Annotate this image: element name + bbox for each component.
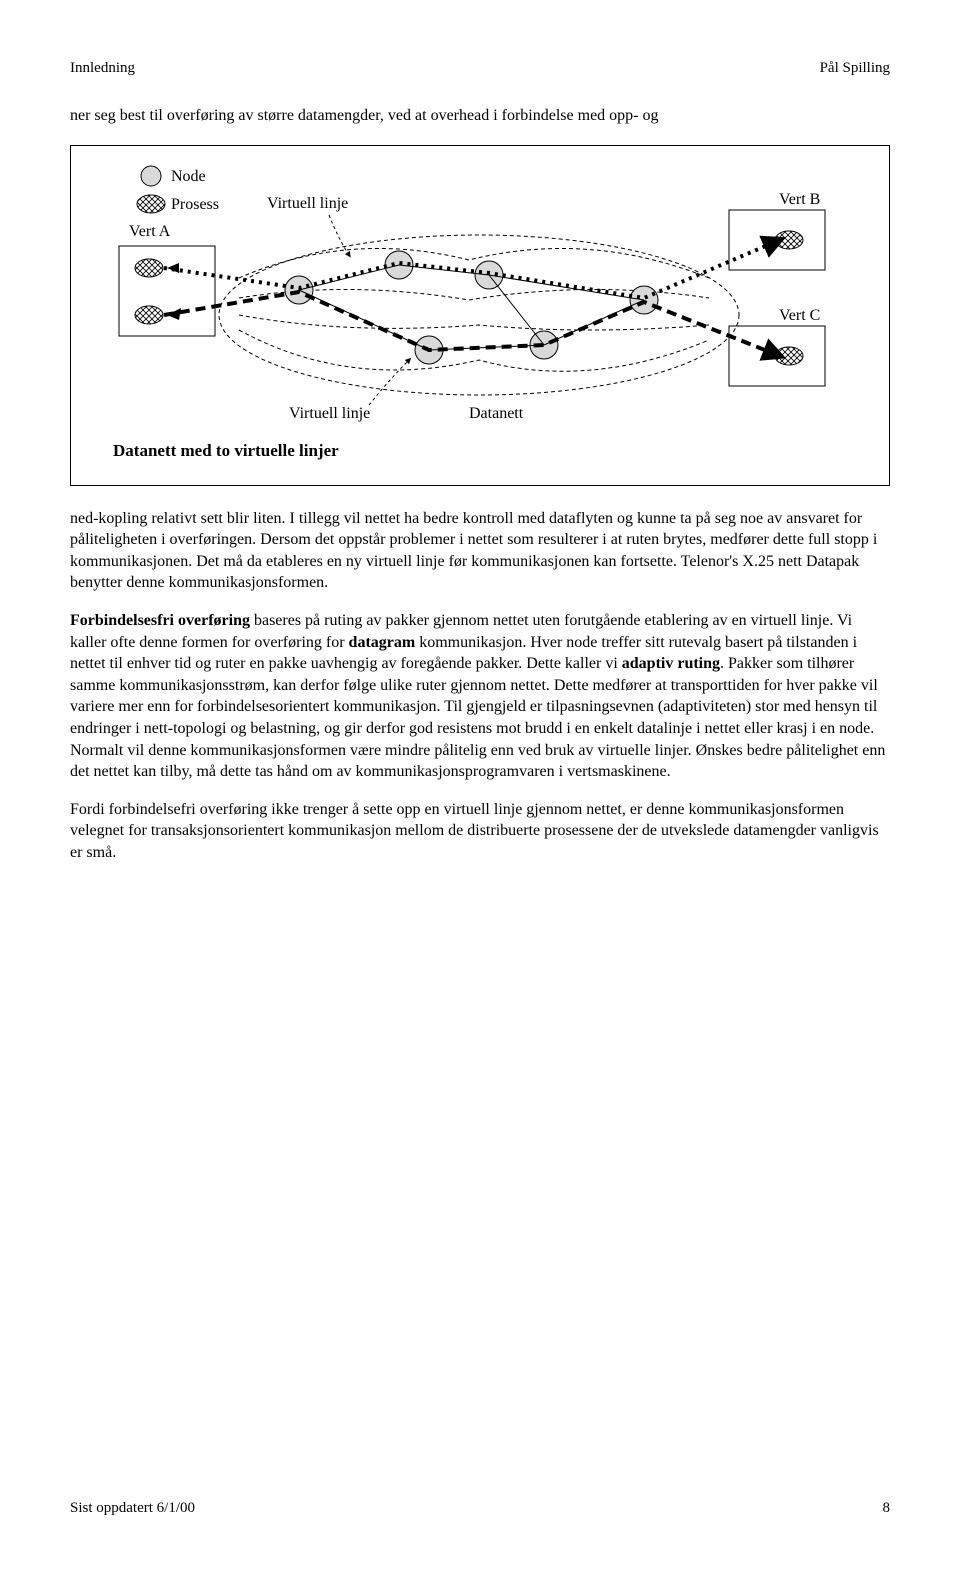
bold-datagram: datagram [349,634,416,651]
virtuell-label-1: Virtuell linje [267,195,348,212]
datanett-label: Datanett [469,405,524,422]
vert-b-label: Vert B [779,191,820,208]
header-left: Innledning [70,60,135,77]
vert-a-label: Vert A [129,223,171,240]
bold-forbindelsesfri: Forbindelsesfri overføring [70,612,250,629]
page-footer: Sist oppdatert 6/1/00 8 [70,1500,890,1517]
footer-left: Sist oppdatert 6/1/00 [70,1500,195,1517]
legend-prosess-label: Prosess [171,196,219,213]
paragraph-2: Forbindelsesfri overføring baseres på ru… [70,610,890,783]
vert-c-label: Vert C [779,307,820,324]
p2-c: . Pakker som tilhører samme kommunikasjo… [70,655,885,780]
paragraph-3: Fordi forbindelsefri overføring ikke tre… [70,799,890,864]
network-diagram: Node Prosess Vert A Vert B Vert C [89,160,869,460]
bold-adaptiv: adaptiv ruting [622,655,720,672]
figure-container: Node Prosess Vert A Vert B Vert C [70,145,890,486]
virtuell-label-2: Virtuell linje [289,405,370,422]
page-header: Innledning Pål Spilling [70,60,890,77]
paragraph-1: ned-kopling relativt sett blir liten. I … [70,508,890,594]
intro-text: ner seg best til overføring av større da… [70,105,890,127]
figure-caption: Datanett med to virtuelle linjer [113,441,339,460]
legend-node-label: Node [171,168,206,185]
header-right: Pål Spilling [820,60,890,77]
footer-right: 8 [883,1500,891,1517]
